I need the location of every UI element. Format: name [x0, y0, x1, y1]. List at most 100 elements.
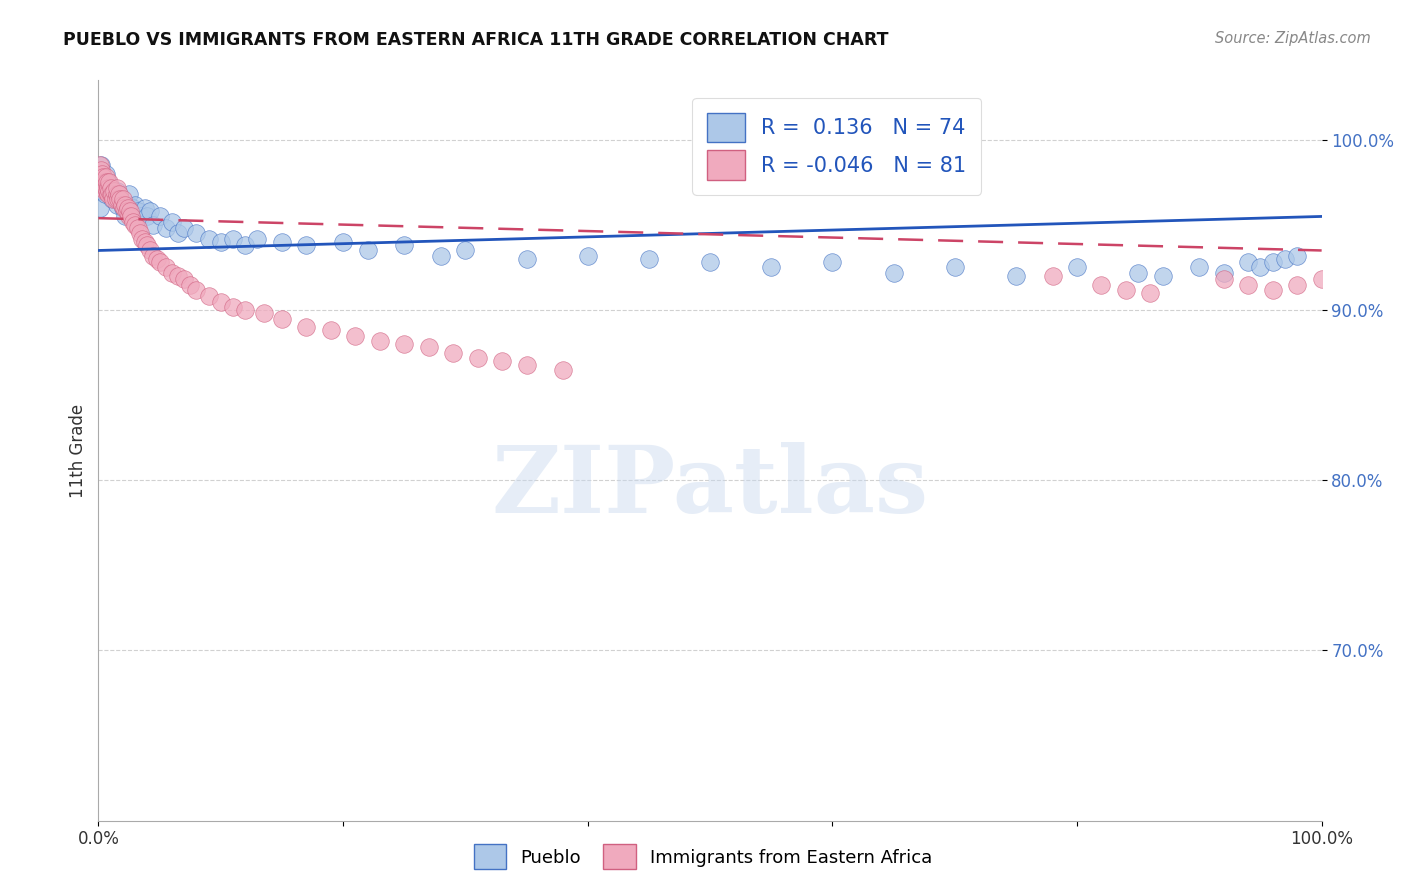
Point	[142, 218, 165, 232]
Point	[100, 180, 122, 194]
Point	[111, 201, 134, 215]
Point	[110, 193, 132, 207]
Point	[105, 180, 128, 194]
Point	[117, 201, 139, 215]
Y-axis label: 11th Grade: 11th Grade	[69, 403, 87, 498]
Point	[97, 180, 120, 194]
Point	[107, 193, 129, 207]
Point	[134, 235, 156, 249]
Point	[1042, 268, 1064, 283]
Point	[93, 184, 115, 198]
Text: ZIPatlas: ZIPatlas	[492, 442, 928, 533]
Point	[91, 180, 114, 194]
Point	[295, 320, 318, 334]
Point	[90, 163, 112, 178]
Point	[98, 180, 121, 194]
Point	[392, 238, 416, 252]
Point	[120, 210, 142, 224]
Point	[101, 187, 124, 202]
Point	[112, 201, 135, 215]
Point	[699, 255, 721, 269]
Point	[637, 252, 661, 266]
Point	[167, 268, 190, 283]
Point	[136, 210, 159, 224]
Point	[108, 187, 131, 202]
Point	[467, 351, 489, 365]
Point	[1139, 286, 1161, 301]
Point	[197, 231, 219, 245]
Point	[115, 204, 138, 219]
Point	[134, 201, 156, 215]
Point	[209, 294, 232, 309]
Point	[129, 227, 152, 241]
Point	[1274, 252, 1296, 266]
Point	[576, 249, 599, 263]
Point	[186, 283, 208, 297]
Point	[430, 249, 453, 263]
Point	[90, 170, 112, 185]
Point	[90, 158, 112, 172]
Point	[105, 187, 128, 202]
Point	[1286, 249, 1309, 263]
Point	[93, 175, 115, 189]
Point	[118, 210, 141, 224]
Point	[139, 244, 162, 258]
Point	[108, 187, 131, 202]
Point	[270, 311, 294, 326]
Point	[121, 201, 143, 215]
Point	[91, 167, 114, 181]
Point	[124, 197, 146, 211]
Point	[1004, 268, 1026, 283]
Point	[233, 303, 256, 318]
Point	[1115, 283, 1137, 297]
Point	[101, 184, 124, 198]
Point	[149, 210, 172, 224]
Point	[101, 193, 124, 207]
Point	[103, 184, 125, 198]
Point	[173, 221, 195, 235]
Point	[186, 227, 208, 241]
Point	[96, 184, 118, 198]
Point	[91, 175, 114, 189]
Point	[103, 187, 125, 202]
Point	[101, 193, 124, 207]
Point	[1188, 260, 1211, 275]
Point	[107, 193, 129, 207]
Point	[167, 227, 190, 241]
Point	[270, 235, 294, 249]
Point	[100, 180, 122, 194]
Point	[821, 255, 844, 269]
Point	[139, 204, 162, 219]
Point	[392, 337, 416, 351]
Point	[121, 214, 143, 228]
Point	[91, 184, 114, 198]
Point	[89, 158, 111, 172]
Point	[1237, 277, 1260, 292]
Point	[233, 238, 256, 252]
Point	[124, 218, 146, 232]
Point	[114, 197, 136, 211]
Point	[94, 175, 117, 189]
Point	[197, 289, 219, 303]
Point	[110, 193, 132, 207]
Point	[368, 334, 391, 348]
Point	[1128, 266, 1150, 280]
Point	[356, 244, 378, 258]
Point	[883, 266, 905, 280]
Point	[1090, 277, 1112, 292]
Point	[94, 170, 117, 185]
Point	[91, 184, 114, 198]
Point	[97, 187, 120, 202]
Point	[136, 238, 159, 252]
Point	[93, 180, 115, 194]
Point	[93, 187, 115, 202]
Point	[89, 201, 111, 215]
Point	[155, 260, 177, 275]
Point	[94, 167, 117, 181]
Point	[1237, 255, 1260, 269]
Point	[142, 249, 165, 263]
Point	[515, 252, 537, 266]
Legend: R =  0.136   N = 74, R = -0.046   N = 81: R = 0.136 N = 74, R = -0.046 N = 81	[693, 98, 981, 194]
Point	[120, 204, 142, 219]
Point	[1286, 277, 1309, 292]
